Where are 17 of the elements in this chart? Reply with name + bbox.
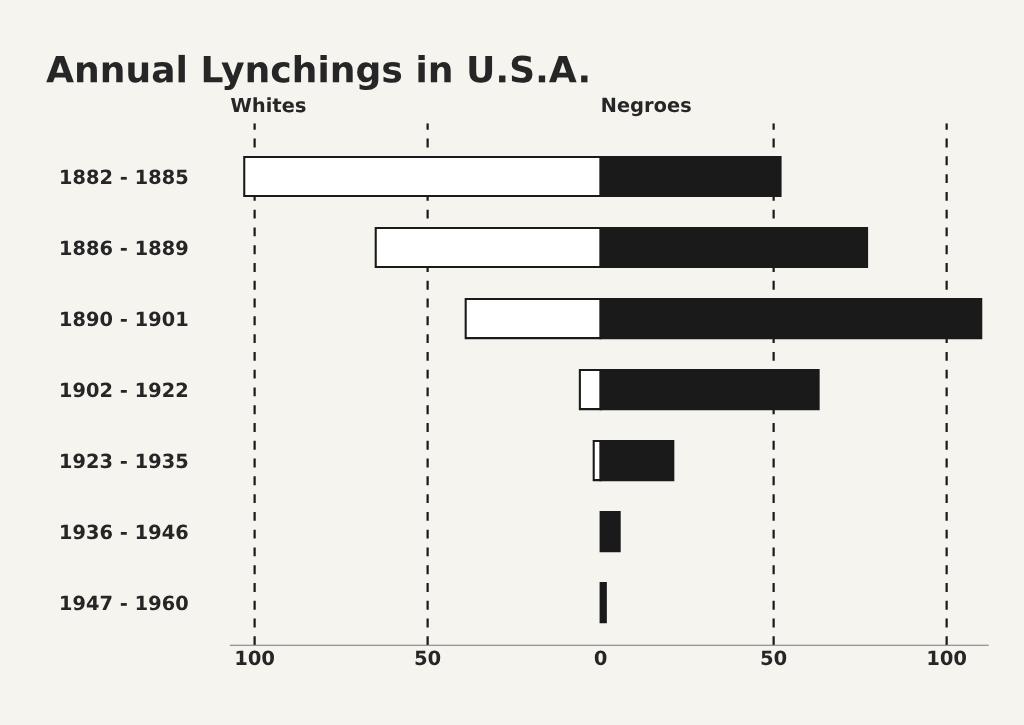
text: Negroes bbox=[602, 97, 691, 117]
y-tick-label: 1936 - 1946 bbox=[61, 524, 188, 540]
x-tick-label: 50 bbox=[415, 650, 441, 666]
text: Whites bbox=[230, 97, 306, 113]
bar bbox=[599, 511, 621, 553]
chart-title: Annual Lynchings in U.S.A. bbox=[46, 54, 588, 91]
y-tick-label: 1947 - 1960 bbox=[61, 595, 188, 611]
y-tick-label: 1890 - 1901 bbox=[61, 311, 188, 327]
x-tick-label: 50 bbox=[761, 650, 787, 666]
bar bbox=[599, 582, 607, 624]
x-tick-label: 0 bbox=[594, 650, 607, 666]
y-tick-label: 1902 - 1922 bbox=[61, 382, 188, 398]
y-tick-label: 1882 - 1885 bbox=[61, 169, 188, 185]
y-tick-label: 1923 - 1935 bbox=[61, 453, 188, 469]
x-tick-label: 100 bbox=[236, 650, 274, 666]
x-tick-label: 100 bbox=[928, 650, 966, 666]
y-tick-label: 1886 - 1889 bbox=[61, 240, 188, 256]
